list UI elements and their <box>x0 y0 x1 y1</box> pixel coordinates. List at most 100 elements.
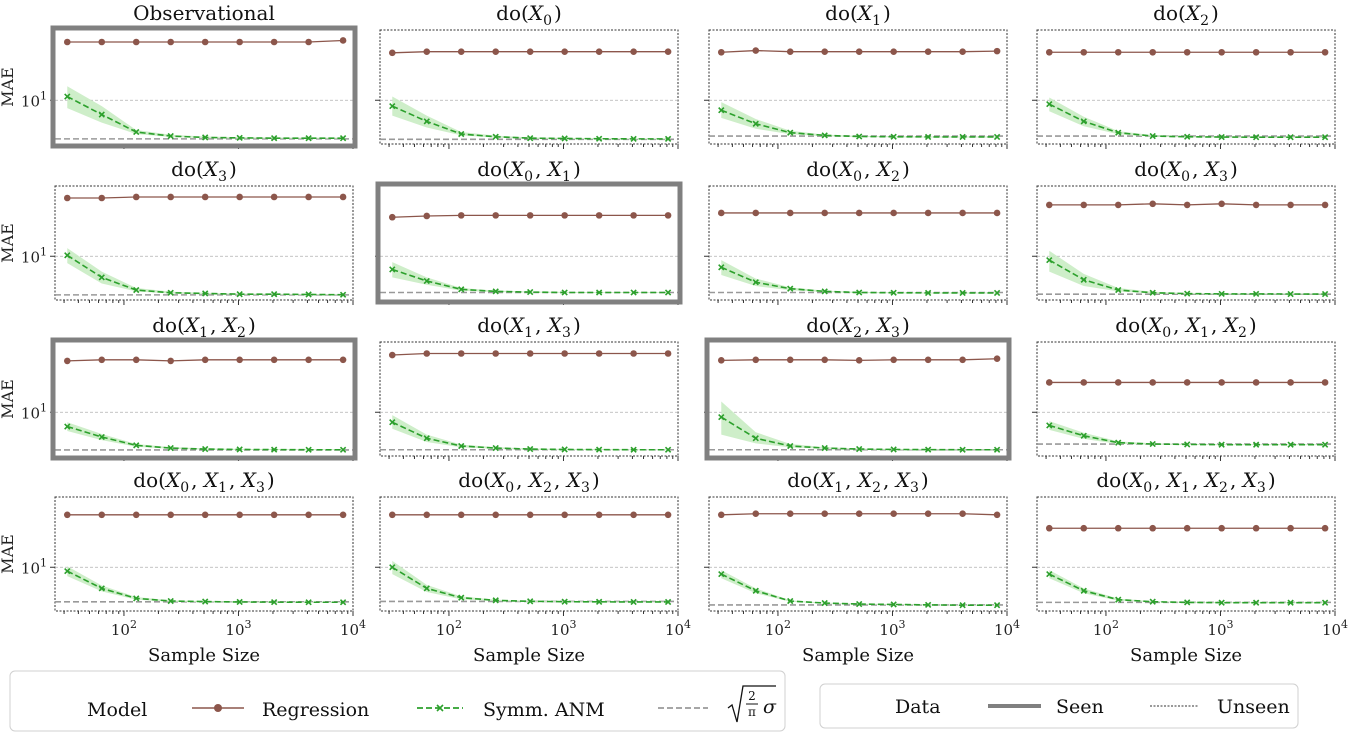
title-text: do( <box>825 1 858 25</box>
regression-point <box>786 510 794 518</box>
regression-point <box>423 350 431 357</box>
regression-point <box>717 357 725 364</box>
anm-point <box>339 446 347 453</box>
anm-point <box>890 446 897 453</box>
regression-point <box>63 194 71 202</box>
regression-point <box>1321 201 1329 209</box>
anm-series-line <box>720 266 998 294</box>
anm-point <box>458 594 465 601</box>
panel-x1x3: do(X1 , X3 ) <box>375 313 679 461</box>
anm-point <box>236 446 243 453</box>
regression-point <box>201 356 209 364</box>
title-text: ) <box>573 313 581 337</box>
tick-base: 10 <box>765 621 784 639</box>
y-tick-label: 101 <box>21 556 47 577</box>
regression-point <box>492 212 500 219</box>
anm-point <box>492 133 499 140</box>
panel-title: do(X1 , X2 , X3 ) <box>787 468 928 496</box>
regression-point <box>98 194 106 202</box>
anm-point <box>202 134 209 141</box>
title-subscript: 3 <box>910 480 919 496</box>
panel-title: do(X0 , X1 , X3 ) <box>133 468 274 496</box>
tick-exponent: 3 <box>899 618 906 631</box>
regression-point <box>1080 524 1088 532</box>
regression-point <box>236 356 243 364</box>
regression-point <box>595 48 603 55</box>
panel-plot-area <box>709 47 1007 141</box>
regression-point <box>561 48 568 55</box>
regression-point <box>457 350 465 357</box>
anm-point <box>98 585 105 592</box>
anm-point <box>664 289 672 296</box>
panel-plot-area <box>709 209 1007 297</box>
title-subscript: 2 <box>237 325 246 341</box>
title-variable: X <box>1127 468 1144 492</box>
tick-base: 10 <box>665 621 684 639</box>
regression-point <box>890 510 897 518</box>
title-text: do( <box>787 468 820 492</box>
anm-point <box>527 445 534 453</box>
regression-point <box>492 511 500 519</box>
regression-point <box>305 511 312 519</box>
anm-series-line <box>1048 103 1326 138</box>
anm-point <box>98 111 105 118</box>
regression-point <box>305 38 312 46</box>
anm-point <box>492 444 499 452</box>
anm-point <box>924 446 932 453</box>
regression-point <box>1149 48 1157 56</box>
title-variable: X <box>1184 1 1201 25</box>
regression-point <box>236 511 243 519</box>
anm-point <box>1287 134 1294 141</box>
anm-point <box>98 274 105 281</box>
title-text: ) <box>1211 1 1219 25</box>
title-variable: X <box>875 313 892 337</box>
anm-point <box>64 567 71 575</box>
panel-title: do(X2 , X3 ) <box>806 313 910 341</box>
title-subscript: 1 <box>834 480 843 496</box>
title-subscript: 2 <box>1238 325 1247 341</box>
title-subscript: 0 <box>524 169 533 185</box>
panel-x0x3: do(X0 , X3 ) <box>1032 157 1336 305</box>
anm-point <box>458 442 465 450</box>
regression-point <box>595 212 603 219</box>
regression-point <box>664 350 672 357</box>
regression-point <box>1045 201 1053 209</box>
regression-point <box>201 38 209 46</box>
regression-point <box>890 209 897 217</box>
anm-point <box>752 279 759 286</box>
anm-point <box>458 130 465 138</box>
regression-point <box>1321 48 1329 56</box>
tick-base: 10 <box>21 248 40 266</box>
anm-point <box>270 446 278 453</box>
regression-point <box>1252 379 1260 386</box>
regression-point <box>388 511 396 519</box>
panel-title: Observational <box>133 1 275 25</box>
regression-point <box>855 357 863 364</box>
title-text: do( <box>152 313 185 337</box>
x-axis-label: Sample Size <box>802 645 914 666</box>
panel-title: do(X2 ) <box>1153 1 1219 29</box>
title-subscript: 0 <box>1162 325 1171 341</box>
anm-point <box>1080 118 1087 125</box>
title-text: do( <box>1096 468 1129 492</box>
regression-point <box>786 356 794 364</box>
panel-title: do(X1 , X3 ) <box>477 313 581 341</box>
anm-point <box>1287 441 1294 448</box>
legend-data: Data Seen Unseen <box>819 683 1299 729</box>
anm-point <box>1115 596 1122 603</box>
regression-point <box>855 209 863 217</box>
title-text: ) <box>1230 157 1238 181</box>
anm-point <box>1287 599 1294 606</box>
tick-base: 10 <box>111 621 130 639</box>
title-subscript: 2 <box>872 480 881 496</box>
title-text: , <box>1154 468 1167 492</box>
anm-point <box>423 118 430 125</box>
regression-point <box>1218 379 1225 386</box>
x-tick-label: 102 <box>111 618 137 639</box>
title-text: , <box>1173 313 1186 337</box>
regression-point <box>1287 379 1294 386</box>
anm-point <box>527 288 534 296</box>
anm-point <box>856 289 863 296</box>
